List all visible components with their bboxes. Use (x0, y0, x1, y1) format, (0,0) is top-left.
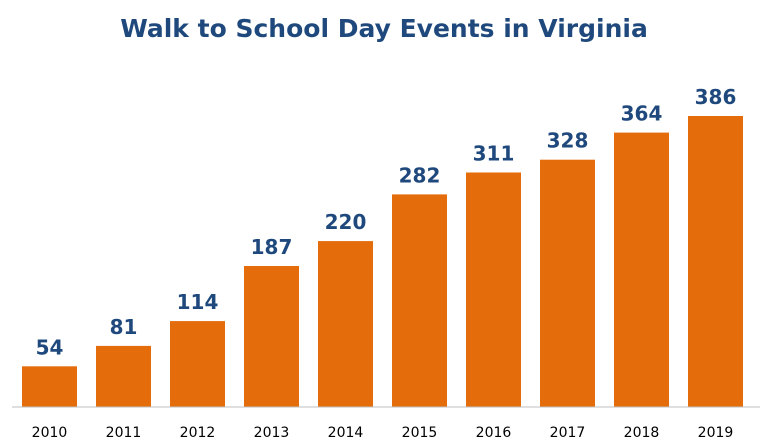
x-tick-label-2015: 2015 (402, 425, 438, 441)
x-tick-label-2014: 2014 (328, 425, 364, 441)
x-tick-label-2012: 2012 (180, 425, 216, 441)
bars-group (22, 116, 743, 407)
bar-2013 (244, 266, 299, 407)
data-label-2018: 364 (621, 102, 663, 126)
bar-2010 (22, 366, 77, 407)
x-tick-label-2018: 2018 (624, 425, 660, 441)
bar-2018 (614, 132, 669, 407)
chart-title: Walk to School Day Events in Virginia (120, 14, 648, 43)
bar-2015 (392, 194, 447, 407)
x-tick-label-2010: 2010 (32, 425, 68, 441)
data-label-2010: 54 (36, 335, 64, 359)
bar-2017 (540, 159, 595, 407)
x-tick-label-2019: 2019 (698, 425, 734, 441)
x-tick-label-2011: 2011 (106, 425, 142, 441)
data-label-2016: 311 (473, 142, 515, 166)
bar-2019 (688, 116, 743, 407)
data-label-2015: 282 (399, 163, 441, 187)
bar-2016 (466, 172, 521, 407)
bar-2011 (96, 345, 151, 407)
x-tick-labels-group: 2010 2011 2012 2013 2014 2015 2016 2017 2018 2019 (32, 425, 734, 441)
data-label-2012: 114 (177, 290, 219, 314)
data-label-2019: 386 (695, 85, 737, 109)
x-tick-label-2013: 2013 (254, 425, 290, 441)
data-label-2013: 187 (251, 235, 293, 259)
x-tick-label-2016: 2016 (476, 425, 512, 441)
data-label-2014: 220 (325, 210, 367, 234)
data-label-2011: 81 (110, 315, 138, 339)
data-label-2017: 328 (547, 129, 589, 153)
data-labels-group: 54 81 114 187 220 282 311 328 364 386 (36, 85, 737, 359)
bar-2014 (318, 241, 373, 407)
x-tick-label-2017: 2017 (550, 425, 586, 441)
bar-2012 (170, 321, 225, 407)
